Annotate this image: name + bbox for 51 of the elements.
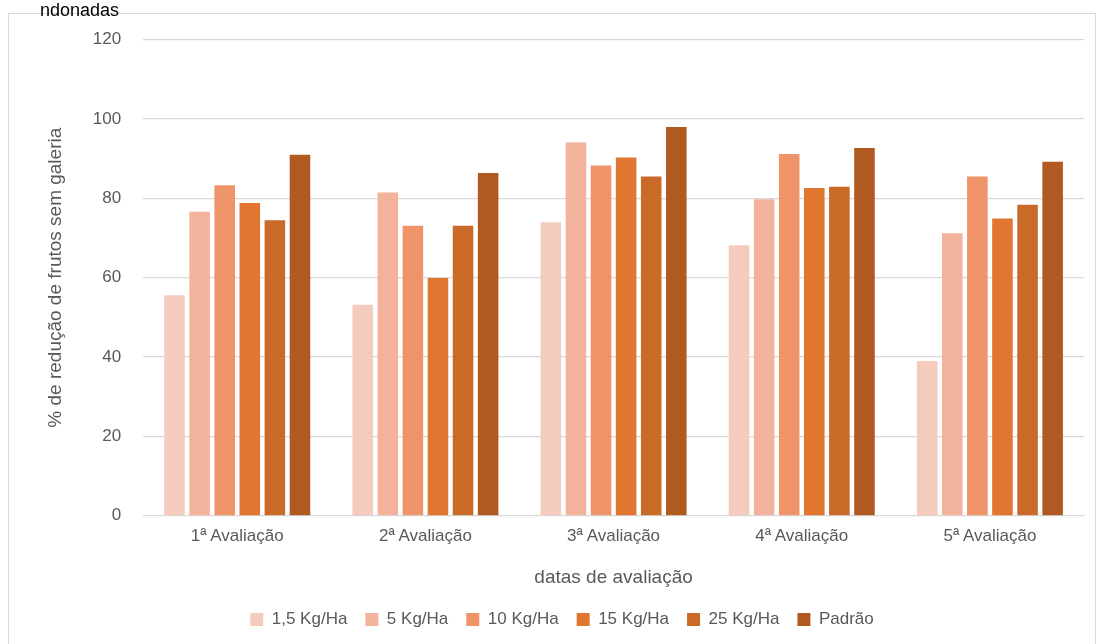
bar [402, 225, 424, 516]
y-tick-label: 20 [102, 426, 122, 446]
bar [239, 203, 261, 516]
legend-label: 10 Kg/Ha [487, 609, 560, 629]
legend-label: 15 Kg/Ha [598, 609, 670, 629]
x-tick-label: 5ª Avaliação [943, 525, 1037, 545]
bar [427, 278, 449, 516]
legend-label: 1,5 Kg/Ha [271, 609, 348, 629]
bar [1017, 204, 1038, 516]
bar [753, 199, 775, 516]
bar [289, 154, 311, 516]
bar [214, 185, 235, 516]
x-tick-label: 3ª Avaliação [567, 525, 661, 545]
y-tick-label: 60 [102, 267, 122, 287]
bar [565, 142, 587, 516]
bar [992, 218, 1013, 516]
x-tick-label: 4ª Avaliação [755, 525, 849, 545]
bar [728, 245, 750, 516]
y-tick-label: 0 [111, 505, 122, 525]
x-axis-title: datas de avaliação [534, 565, 693, 587]
bar [377, 192, 399, 516]
bar [666, 126, 687, 516]
x-tick-label: 1ª Avaliação [190, 525, 284, 545]
bar [540, 222, 562, 516]
legend-label: 25 Kg/Ha [708, 609, 780, 629]
bar [829, 186, 850, 516]
y-tick-label: 40 [102, 346, 122, 366]
bar [640, 176, 662, 516]
bar [164, 295, 185, 516]
legend-label: 5 Kg/Ha [386, 609, 449, 629]
bar [804, 188, 825, 516]
bar [1042, 161, 1063, 516]
bar [189, 211, 210, 516]
bar [778, 153, 800, 516]
bar [590, 165, 612, 516]
bar [854, 147, 875, 516]
legend-label: Padrão [818, 609, 874, 629]
bar [615, 157, 637, 516]
y-tick-label: 80 [102, 188, 122, 208]
bar [452, 225, 474, 516]
y-tick-label: 100 [92, 108, 122, 128]
bar [264, 220, 286, 516]
bar [967, 176, 988, 516]
bar [916, 361, 938, 516]
y-tick-label: 120 [92, 29, 122, 49]
bar [352, 304, 373, 516]
y-axis-title: % de redução de frutos sem galeria [43, 127, 65, 428]
x-tick-label: 2ª Avaliação [378, 525, 472, 545]
bar [942, 233, 963, 516]
bar [477, 172, 499, 516]
chart-title: ndonadas [40, 0, 120, 20]
